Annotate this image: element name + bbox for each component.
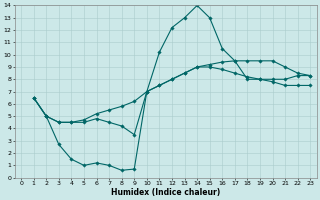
X-axis label: Humidex (Indice chaleur): Humidex (Indice chaleur) bbox=[111, 188, 220, 197]
